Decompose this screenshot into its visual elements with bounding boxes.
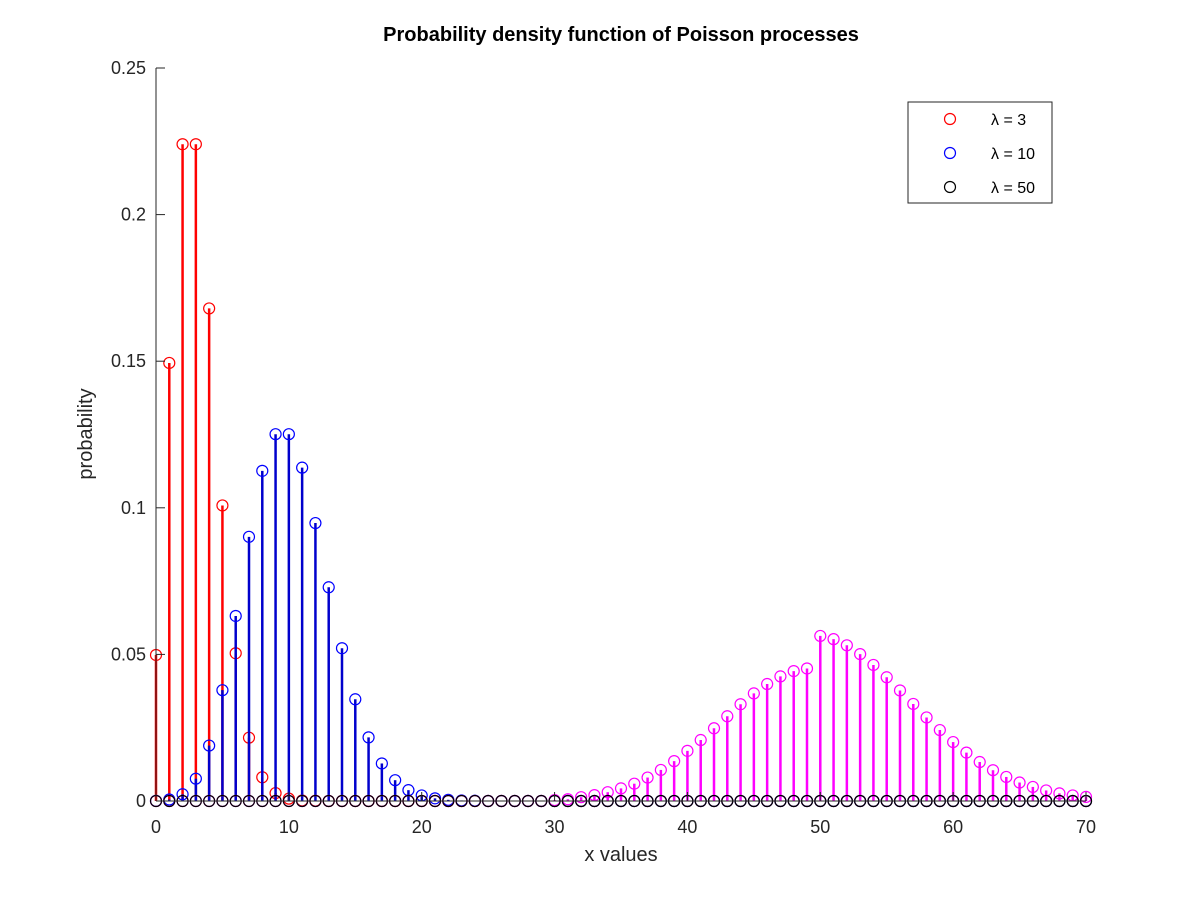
series-3-point: [1079, 790, 1093, 803]
y-tick-label: 0.15: [111, 351, 146, 371]
series-1-point: [203, 302, 216, 315]
series-2-point: [349, 693, 362, 706]
x-tick-label: 60: [943, 817, 963, 837]
series-3-point: [840, 639, 853, 652]
series-2-point: [282, 428, 295, 441]
legend-marker: [943, 180, 957, 194]
series-3-point: [907, 697, 920, 711]
legend-label: λ = 50: [991, 180, 1035, 197]
x-axis-label: x values: [584, 844, 657, 866]
series-2-point: [229, 609, 242, 623]
series-2-point: [309, 516, 322, 530]
y-tick-label: 0.2: [121, 205, 146, 225]
series-2-point: [296, 461, 309, 474]
x-tick-label: 70: [1076, 817, 1096, 837]
series-3-point: [787, 665, 800, 678]
legend-label: λ = 10: [991, 146, 1035, 163]
series-3-point: [694, 733, 707, 747]
y-tick-label: 0.1: [121, 498, 146, 518]
series-2-point: [362, 731, 375, 744]
series-2-point: [375, 757, 388, 770]
series-2-point: [256, 464, 269, 477]
series-2-point: [335, 642, 349, 655]
series-3-point: [827, 633, 840, 646]
legend-box: [907, 101, 1053, 204]
y-tick-label: 0: [136, 791, 146, 811]
series-2-point: [269, 428, 282, 441]
series-1: [149, 138, 1093, 808]
series-3-point: [761, 677, 774, 691]
legend-marker: [943, 146, 957, 160]
plot-area: [149, 138, 1093, 808]
x-tick-label: 30: [545, 817, 565, 837]
y-tick-label: 0.05: [111, 644, 146, 664]
series-3-point: [747, 687, 760, 700]
legend: λ = 3 λ = 10 λ = 50: [907, 101, 1053, 204]
series-3-point: [1013, 776, 1026, 789]
series-2-point: [203, 739, 216, 752]
series-3-point: [814, 629, 827, 643]
series-3-point: [986, 764, 1000, 777]
series-3-point: [1000, 770, 1013, 784]
series-3-point: [721, 710, 734, 723]
x-tick-label: 0: [151, 817, 161, 837]
series-2-point: [176, 788, 189, 801]
series-1-point: [216, 499, 229, 512]
series-2-point: [322, 581, 335, 594]
series-3-point: [880, 671, 893, 684]
series-3-point: [893, 684, 907, 697]
x-tick-label: 10: [279, 817, 299, 837]
series-3-point: [920, 711, 933, 724]
series-2-point: [428, 792, 442, 805]
series-3-point: [973, 755, 986, 769]
series-1-point: [189, 138, 202, 151]
series-2-point: [389, 774, 402, 787]
series-3-point: [628, 777, 641, 790]
axes: 0 10 20 30 40 50 60 70 0 0.05 0.1 0.15 0.2 0.25: [111, 58, 1096, 837]
series-3-point: [575, 791, 588, 804]
series-3-point: [1053, 787, 1066, 800]
x-tick-label: 20: [412, 817, 432, 837]
series-3-point: [933, 723, 946, 737]
series-3-point: [854, 648, 867, 661]
series-2-point: [216, 684, 229, 697]
legend-label: λ = 3: [991, 112, 1026, 129]
series-3-point: [734, 698, 747, 711]
series-3-point: [947, 735, 960, 749]
series-2-point: [189, 772, 202, 785]
x-tick-label: 40: [677, 817, 697, 837]
series-3-point: [800, 662, 814, 675]
series-3-point: [654, 763, 667, 777]
series-2-point: [242, 530, 256, 543]
series-2: [149, 428, 1093, 808]
series-3-point: [681, 744, 694, 757]
x-tick-label: 50: [810, 817, 830, 837]
series-3-point: [707, 722, 721, 735]
series-1-point: [163, 356, 176, 370]
series-3-point: [641, 771, 654, 784]
series-3: [149, 629, 1093, 808]
series-1-point: [176, 138, 189, 151]
series-3-point: [614, 782, 628, 795]
y-axis-label: probability: [75, 388, 97, 479]
y-tick-label: 0.25: [111, 58, 146, 78]
series-3-point: [601, 786, 614, 799]
series-3-point: [774, 670, 787, 683]
legend-marker: [943, 112, 957, 126]
chart-title: Probability density function of Poisson …: [383, 24, 859, 46]
series-3-point: [960, 746, 973, 759]
series-3-point: [668, 755, 681, 768]
series-3-point: [1026, 780, 1039, 794]
series-3-point: [867, 658, 880, 672]
